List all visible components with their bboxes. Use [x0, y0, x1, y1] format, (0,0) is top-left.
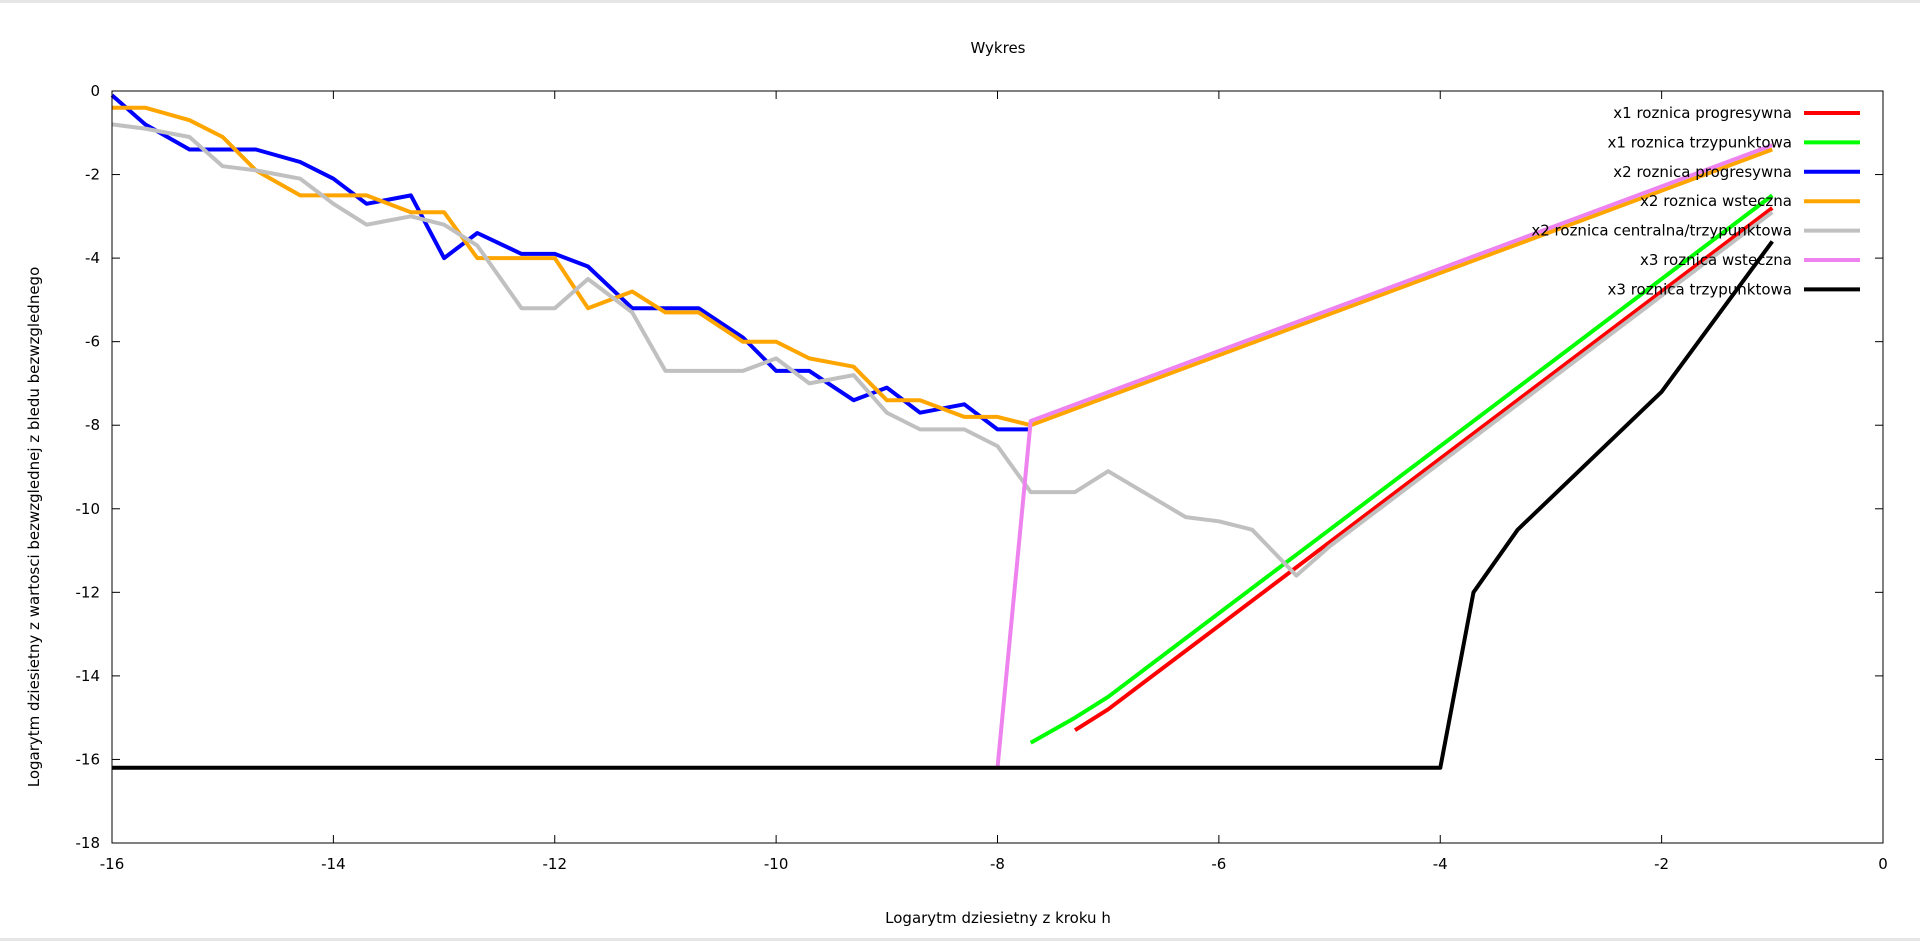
legend-label: x1 roznica progresywna [1613, 104, 1792, 122]
y-tick-label: -6 [85, 333, 100, 351]
x-axis-title: Logarytm dziesietny z kroku h [885, 909, 1111, 927]
window-bottom-border [0, 938, 1920, 941]
series-line-1 [1073, 206, 1774, 732]
x-tick-label: -10 [764, 855, 789, 873]
x-tick-label: -14 [321, 855, 346, 873]
y-tick-label: -8 [85, 416, 100, 434]
x-tick-label: -12 [543, 855, 568, 873]
legend-label: x2 roznica wsteczna [1640, 192, 1792, 210]
series-line-2 [1029, 193, 1774, 745]
window-top-border [0, 0, 1920, 3]
chart-title: Wykres [970, 39, 1025, 57]
series-line-6 [995, 143, 1773, 768]
legend: x1 roznica progresywna x1 roznica trzypun… [1531, 104, 1860, 298]
y-tick-label: -2 [85, 166, 100, 184]
y-tick-label: -10 [76, 500, 101, 518]
x-tick-label: -6 [1211, 855, 1226, 873]
y-tick-label: -18 [76, 834, 101, 852]
series-lines [110, 93, 1774, 770]
legend-label: x2 roznica centralna/trzypunktowa [1531, 222, 1792, 240]
series-line-7 [112, 240, 1774, 770]
series-line-5 [111, 122, 1774, 578]
y-axis-title: Logarytm dziesietny z wartosci bezwzgled… [25, 267, 43, 788]
y-tick-label: -16 [76, 750, 101, 768]
legend-label: x3 roznica trzypunktowa [1608, 280, 1793, 298]
series-line-3 [110, 93, 1031, 432]
series-line-4 [112, 105, 1773, 428]
legend-label: x2 roznica progresywna [1613, 163, 1792, 181]
x-tick-label: -4 [1433, 855, 1448, 873]
legend-label: x3 roznica wsteczna [1640, 251, 1792, 269]
y-tick-label: -4 [85, 249, 100, 267]
y-tick-label: -14 [76, 667, 101, 685]
x-tick-label: 0 [1878, 855, 1888, 873]
x-tick-label: -2 [1654, 855, 1669, 873]
axis-ticks: -16 -14 -12 -10 -8 -6 -4 -2 0 0 -2 -4 -6 -8 -10 -12 -14 -… [76, 82, 1888, 873]
y-tick-label: -12 [76, 583, 101, 601]
legend-label: x1 roznica trzypunktowa [1608, 133, 1793, 151]
x-tick-label: -16 [100, 855, 125, 873]
y-tick-label: 0 [90, 82, 100, 100]
x-tick-label: -8 [990, 855, 1005, 873]
plot-frame [111, 90, 1884, 844]
